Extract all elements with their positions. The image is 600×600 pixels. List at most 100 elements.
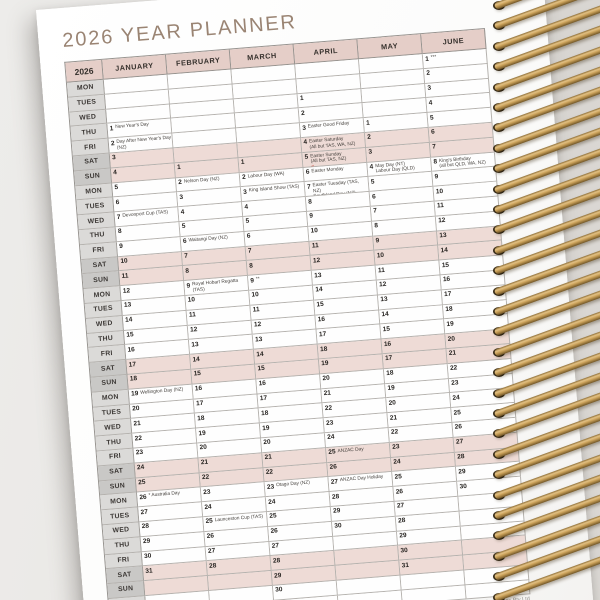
date-number: 5 bbox=[304, 153, 309, 162]
date-number: 8 bbox=[374, 222, 379, 230]
date-number: 10 bbox=[251, 291, 260, 300]
date-number: 17 bbox=[443, 290, 452, 299]
date-number: 15 bbox=[257, 365, 266, 373]
date-number: 8 bbox=[117, 228, 122, 236]
date-number: 10 bbox=[187, 296, 196, 305]
date-number: 16 bbox=[317, 315, 326, 324]
date-number: 16 bbox=[127, 346, 136, 354]
date-number: 3 bbox=[243, 188, 248, 196]
date-number: 26 bbox=[454, 423, 463, 432]
date-number: 7 bbox=[306, 183, 311, 191]
date-number: 9 bbox=[309, 212, 314, 221]
date-number: 11 bbox=[121, 272, 129, 280]
date-number: 7 bbox=[372, 207, 378, 216]
date-number: 16 bbox=[442, 276, 451, 284]
date-number: 7 bbox=[116, 213, 121, 221]
date-number: 12 bbox=[312, 256, 321, 265]
date-number: 1 bbox=[109, 125, 114, 133]
date-number: 12 bbox=[437, 217, 446, 225]
holiday-note: King Island Show (TAS) bbox=[248, 184, 300, 194]
date-number: 21 bbox=[264, 453, 273, 462]
date-number: 26 bbox=[395, 487, 404, 496]
date-number: 26 bbox=[329, 463, 338, 471]
date-number: 11 bbox=[436, 202, 445, 210]
date-number: 10 bbox=[310, 227, 319, 235]
date-number: 3 bbox=[179, 193, 184, 201]
date-number: 25 bbox=[453, 408, 462, 417]
date-number: 1 bbox=[299, 94, 304, 103]
date-number: 31 bbox=[145, 567, 153, 575]
date-number: 27 bbox=[140, 508, 149, 516]
date-number: 7 bbox=[432, 143, 437, 151]
holiday-note: Labour Day (WA) bbox=[247, 171, 285, 180]
holiday-note: Waitangi Day (NZ) bbox=[188, 235, 228, 244]
date-number: 2 bbox=[241, 173, 246, 182]
date-number: 3 bbox=[368, 148, 373, 157]
date-number: 4 bbox=[428, 99, 433, 107]
date-number: 21 bbox=[323, 389, 332, 398]
date-number: 25 bbox=[205, 517, 214, 526]
date-number: 21 bbox=[389, 413, 398, 422]
date-number: 2 bbox=[426, 69, 431, 78]
date-number: 12 bbox=[122, 287, 131, 295]
date-number: 18 bbox=[129, 375, 138, 384]
date-number: 30 bbox=[143, 552, 152, 561]
holiday-note: *** bbox=[430, 55, 437, 61]
date-number: 8 bbox=[433, 158, 438, 166]
date-number: 7 bbox=[183, 252, 189, 260]
holiday-note: ANZAC Day Holiday bbox=[339, 475, 384, 484]
date-number: 8 bbox=[185, 267, 190, 275]
date-number: 23 bbox=[325, 419, 334, 427]
date-number: 29 bbox=[273, 571, 282, 580]
date-number: 4 bbox=[113, 169, 118, 177]
date-number: 28 bbox=[456, 453, 465, 461]
date-number: 28 bbox=[331, 492, 340, 501]
date-number: 6 bbox=[182, 237, 187, 246]
date-number: 7 bbox=[247, 247, 252, 255]
date-number: 6 bbox=[246, 232, 251, 241]
date-number: 24 bbox=[204, 503, 212, 511]
date-number: 23 bbox=[202, 488, 211, 496]
date-number: 8 bbox=[307, 198, 313, 206]
date-number: 9 bbox=[375, 237, 380, 245]
date-number: 30 bbox=[275, 586, 283, 595]
date-number: 11 bbox=[252, 306, 260, 314]
date-number: 6 bbox=[430, 128, 436, 137]
date-number: 27 bbox=[207, 547, 216, 555]
date-number: 11 bbox=[377, 266, 386, 275]
date-number: 25 bbox=[328, 448, 336, 457]
date-number: 5 bbox=[245, 218, 250, 226]
date-number: 12 bbox=[189, 326, 198, 334]
date-number: 2 bbox=[110, 139, 115, 148]
date-number: 20 bbox=[322, 374, 331, 383]
date-number: 28 bbox=[397, 517, 406, 525]
holiday-note: Nelson Day (NZ) bbox=[183, 176, 220, 185]
holiday-note: Easter Monday bbox=[311, 166, 344, 175]
date-number: 14 bbox=[192, 355, 201, 364]
date-number: 16 bbox=[258, 380, 267, 388]
date-number: 5 bbox=[181, 223, 186, 231]
holiday-note: Otago Day (NZ) bbox=[275, 480, 311, 489]
date-number: 9 bbox=[186, 282, 191, 290]
date-number: 14 bbox=[440, 246, 449, 255]
date-number: 14 bbox=[315, 286, 323, 294]
date-number: 21 bbox=[200, 458, 209, 467]
date-number: 23 bbox=[135, 449, 144, 457]
date-number: 26 bbox=[206, 532, 215, 541]
date-number: 3 bbox=[302, 124, 307, 132]
date-number: 2 bbox=[178, 178, 183, 187]
date-number: 20 bbox=[447, 335, 456, 343]
holiday-note: Wellington Day (NZ) bbox=[140, 387, 184, 396]
date-number: 15 bbox=[193, 370, 202, 378]
date-number: 24 bbox=[267, 498, 276, 506]
date-number: 9 bbox=[434, 173, 439, 181]
date-number: 22 bbox=[134, 434, 143, 443]
planner-page: 2026 YEAR PLANNER 2026 JANUARY FEBRUARY MAR… bbox=[36, 0, 596, 600]
date-number: 23 bbox=[391, 443, 400, 452]
date-number: 20 bbox=[132, 405, 140, 413]
date-number: 19 bbox=[198, 429, 206, 437]
date-number: 19 bbox=[321, 360, 329, 368]
date-number: 28 bbox=[208, 562, 217, 570]
date-number: 24 bbox=[393, 458, 401, 466]
date-number: 10 bbox=[376, 251, 385, 260]
